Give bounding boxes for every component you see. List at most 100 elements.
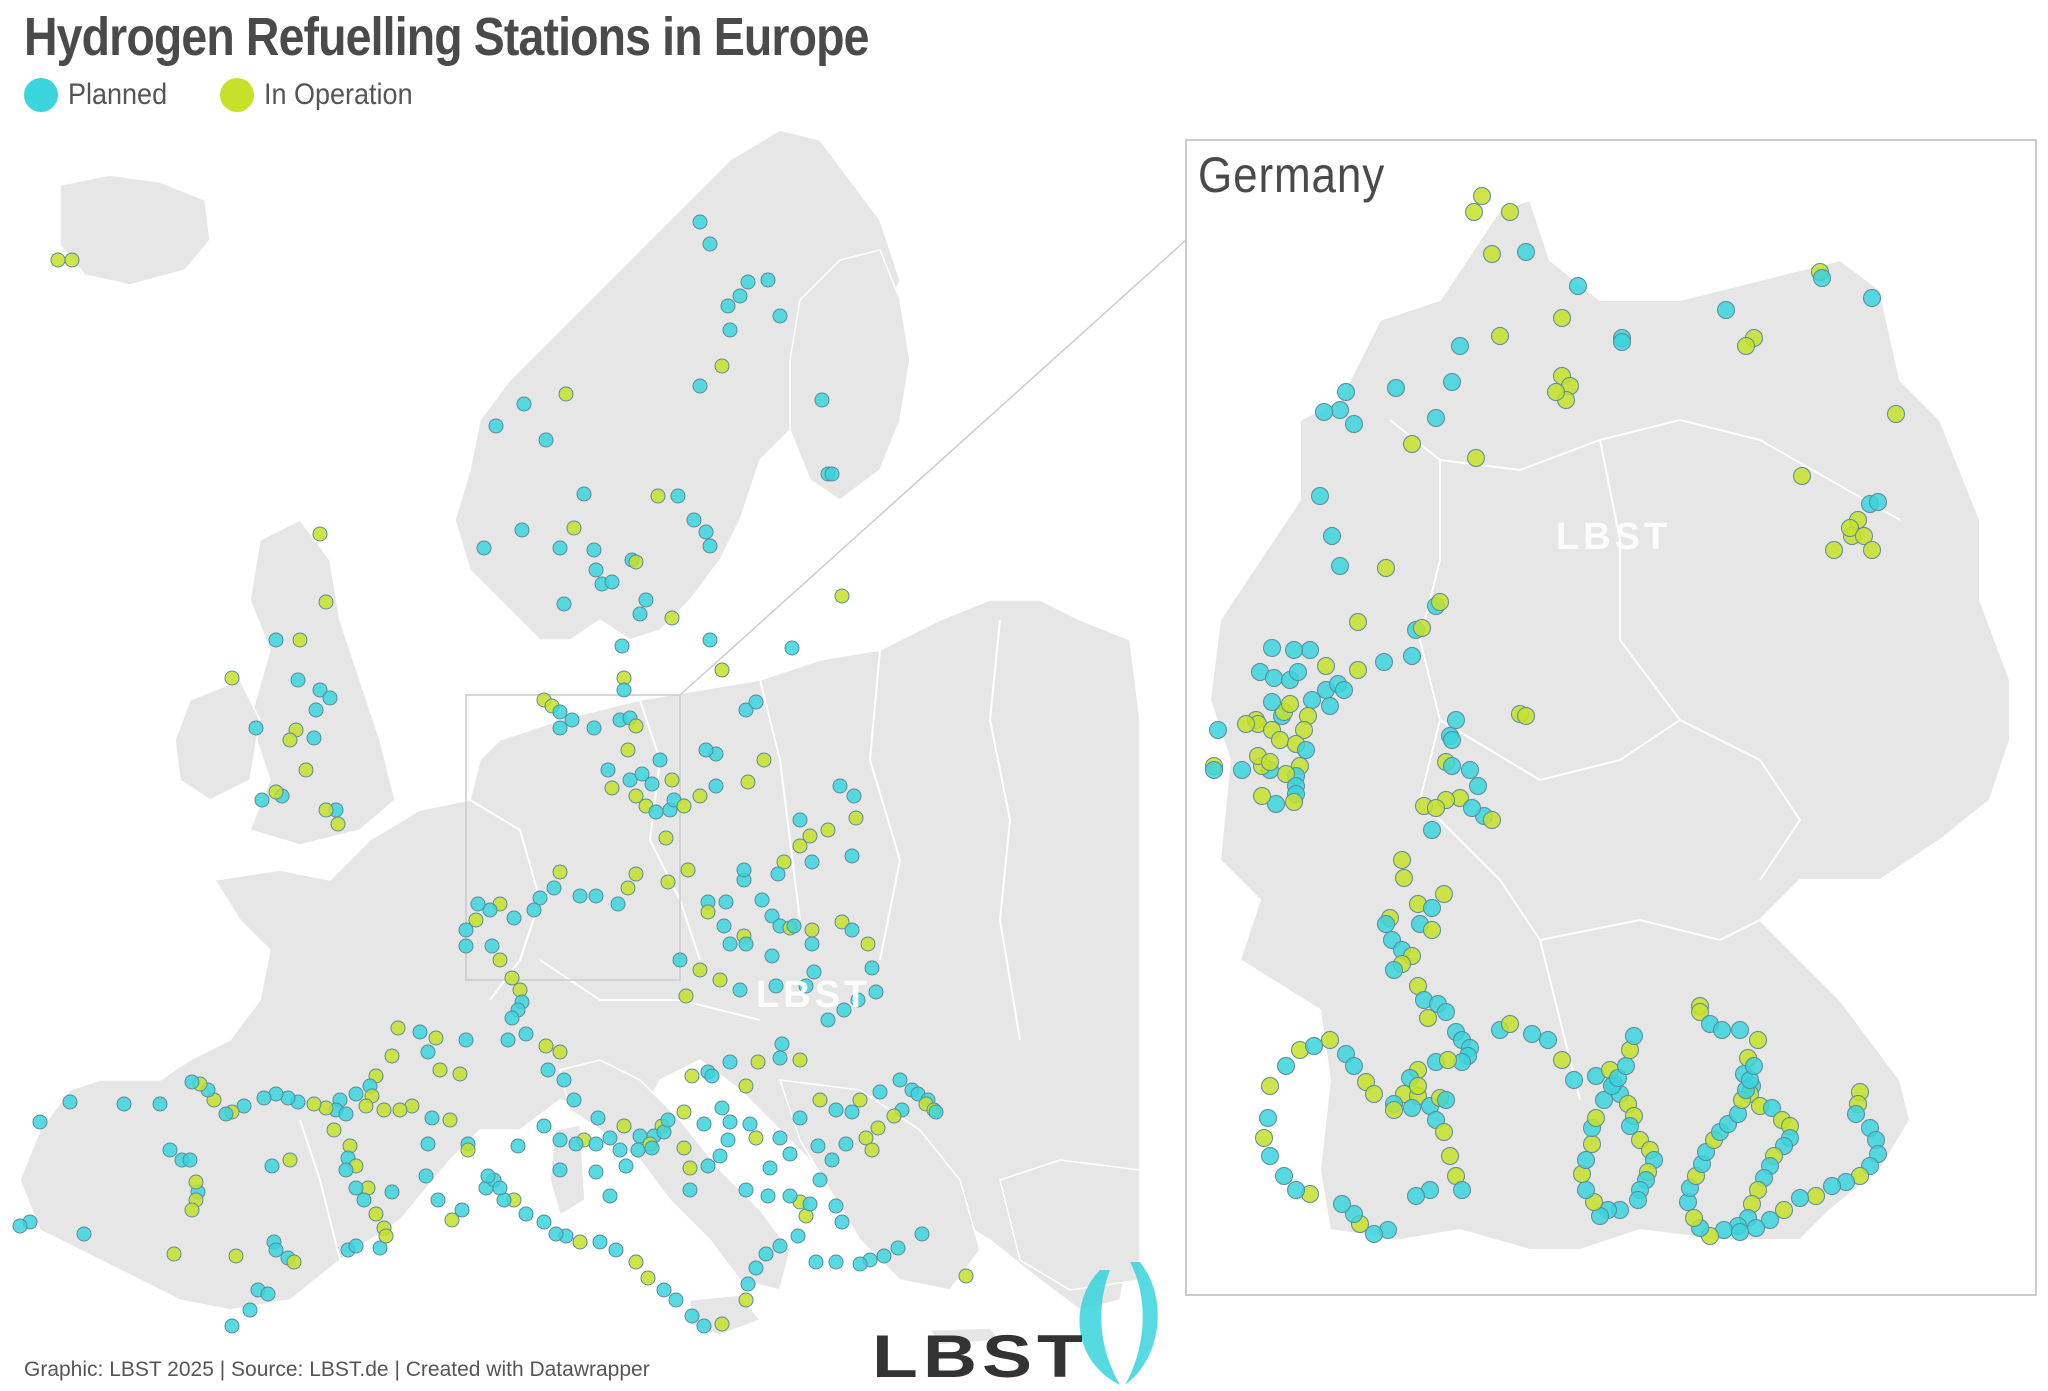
station-in-operation xyxy=(1553,309,1571,327)
station-in-operation xyxy=(224,670,240,686)
station-in-operation xyxy=(1349,613,1367,631)
germany-highlight-box xyxy=(465,694,681,981)
station-planned xyxy=(1443,373,1461,391)
station-planned xyxy=(708,778,724,794)
station-planned xyxy=(268,1242,284,1258)
station-planned xyxy=(1731,1021,1749,1039)
station-planned xyxy=(480,1168,496,1184)
station-planned xyxy=(590,1110,606,1126)
station-planned xyxy=(492,1180,508,1196)
station-planned xyxy=(616,682,632,698)
station-in-operation xyxy=(1403,435,1421,453)
station-planned xyxy=(1233,761,1251,779)
station-in-operation xyxy=(330,816,346,832)
station-planned xyxy=(1337,383,1355,401)
station-in-operation xyxy=(750,1054,766,1070)
station-in-operation xyxy=(1491,327,1509,345)
station-in-operation xyxy=(1439,1051,1457,1069)
station-planned xyxy=(242,1302,258,1318)
station-planned xyxy=(1265,669,1283,687)
station-planned xyxy=(586,542,602,558)
station-in-operation xyxy=(660,874,676,890)
station-planned xyxy=(852,1256,868,1272)
station-in-operation xyxy=(1393,851,1411,869)
station-planned xyxy=(1763,1099,1781,1117)
station-in-operation xyxy=(358,1098,374,1114)
station-in-operation xyxy=(1863,541,1881,559)
station-in-operation xyxy=(1321,1031,1339,1049)
station-in-operation xyxy=(312,526,328,542)
station-planned xyxy=(1437,1091,1455,1109)
station-planned xyxy=(660,1112,676,1128)
station-in-operation xyxy=(442,1112,458,1128)
station-in-operation xyxy=(676,1104,692,1120)
station-planned xyxy=(1259,1109,1277,1127)
station-in-operation xyxy=(1285,793,1303,811)
station-in-operation xyxy=(376,1102,392,1118)
station-planned xyxy=(602,1188,618,1204)
station-planned xyxy=(586,720,602,736)
station-planned xyxy=(576,486,592,502)
station-in-operation xyxy=(756,752,772,768)
ireland-shape xyxy=(174,679,261,801)
station-planned xyxy=(810,1138,826,1154)
station-in-operation xyxy=(1261,753,1279,771)
station-planned xyxy=(588,1164,604,1180)
station-in-operation xyxy=(1483,811,1501,829)
station-planned xyxy=(804,854,820,870)
station-planned xyxy=(772,308,788,324)
station-planned xyxy=(798,978,814,994)
station-planned xyxy=(420,1044,436,1060)
station-in-operation xyxy=(792,1052,808,1068)
station-planned xyxy=(312,682,328,698)
footer-credits: Graphic: LBST 2025 | Source: LBST.de | C… xyxy=(24,1358,650,1381)
station-planned xyxy=(754,892,770,908)
station-planned xyxy=(290,672,306,688)
station-planned xyxy=(928,1104,944,1120)
state-border xyxy=(1539,918,1761,942)
station-in-operation xyxy=(1587,1109,1605,1127)
station-planned xyxy=(832,778,848,794)
station-in-operation xyxy=(368,1206,384,1222)
station-planned xyxy=(588,562,604,578)
border-line xyxy=(639,699,701,961)
station-planned xyxy=(538,432,554,448)
station-planned xyxy=(722,1114,738,1130)
station-planned xyxy=(1617,1057,1635,1075)
station-planned xyxy=(566,1092,582,1108)
station-planned xyxy=(812,1172,828,1188)
station-in-operation xyxy=(858,1130,874,1146)
station-in-operation xyxy=(714,1316,730,1332)
station-planned xyxy=(1403,647,1421,665)
station-in-operation xyxy=(834,588,850,604)
station-planned xyxy=(568,1136,584,1152)
station-in-operation xyxy=(1467,449,1485,467)
iceland-shape xyxy=(59,174,211,286)
station-planned xyxy=(876,1248,892,1264)
station-planned xyxy=(814,392,830,408)
station-planned xyxy=(804,936,820,952)
state-border xyxy=(1418,460,1442,801)
chart-title: Hydrogen Refuelling Stations in Europe xyxy=(24,7,869,67)
station-in-operation xyxy=(740,774,756,790)
station-planned xyxy=(1437,1003,1455,1021)
station-planned xyxy=(806,964,822,980)
state-border xyxy=(1439,719,1681,782)
station-planned xyxy=(536,1214,552,1230)
germany-stations xyxy=(1205,187,1905,1245)
legend-dot-operation xyxy=(220,78,255,112)
station-planned xyxy=(1289,663,1307,681)
land-layer xyxy=(19,129,1141,1346)
station-planned xyxy=(1301,641,1319,659)
turkey-shape xyxy=(999,1159,1141,1291)
station-planned xyxy=(838,1136,854,1152)
station-planned xyxy=(184,1074,200,1090)
scandinavia-shape xyxy=(454,129,901,641)
station-planned xyxy=(548,1226,564,1242)
logo-swoosh xyxy=(1079,1270,1120,1385)
station-in-operation xyxy=(1419,1009,1437,1027)
station-planned xyxy=(500,1032,516,1048)
station-planned xyxy=(218,1106,234,1122)
station-planned xyxy=(152,1096,168,1112)
station-planned xyxy=(182,1152,198,1168)
